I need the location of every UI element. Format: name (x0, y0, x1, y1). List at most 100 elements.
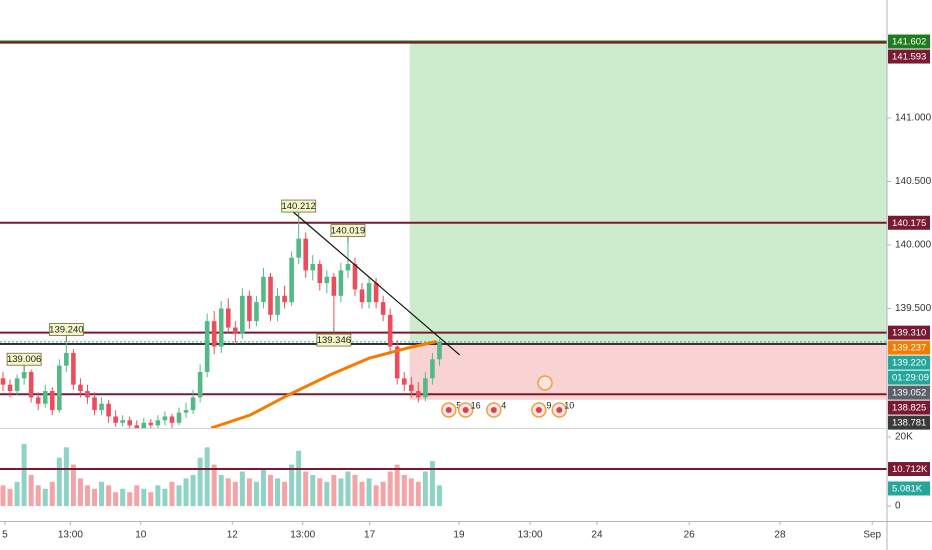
candle-body (7, 384, 13, 392)
volume-bar (28, 474, 34, 507)
volume-bar (338, 478, 344, 507)
volume-bar (296, 450, 302, 507)
volume-bar (387, 471, 393, 507)
volume-bar (99, 481, 105, 507)
countdown-bg (888, 370, 930, 385)
volume-bar (197, 457, 203, 507)
candle-body (42, 391, 48, 404)
x-tick-label: 12 (227, 530, 239, 541)
candle-body (430, 359, 435, 379)
price-label: 140.175 (892, 218, 926, 229)
volume-bar (0, 485, 6, 507)
volume-bar (162, 488, 168, 507)
candle-body (35, 397, 41, 404)
volume-bar (324, 481, 330, 507)
candle-body (218, 308, 224, 347)
candle-body (359, 289, 365, 303)
candle-body (352, 264, 358, 290)
volume-bar (260, 468, 266, 507)
event-icon-dot (556, 407, 563, 413)
event-count: 4 (501, 400, 506, 410)
volume-bar (35, 485, 41, 507)
volume-bar (84, 485, 90, 507)
event-icon-dot (445, 407, 452, 413)
x-tick-label: 28 (774, 530, 786, 541)
volume-bar (120, 488, 126, 507)
candle-body (240, 295, 245, 334)
candle-body (211, 321, 217, 347)
event-count: 10 (564, 400, 574, 410)
x-tick-label: 5 (2, 530, 8, 541)
candle-body (416, 391, 421, 398)
volume-bar (394, 464, 400, 507)
annotation-box (281, 199, 317, 213)
candle-body (296, 238, 301, 258)
candle-body (423, 378, 428, 398)
volume-bar (303, 471, 309, 507)
x-tick-label: 13:00 (518, 530, 543, 541)
volume-bar (134, 485, 140, 507)
candle-body (71, 352, 76, 385)
volume-label-bg (888, 481, 930, 496)
volume-bar (415, 481, 421, 507)
candle-body (28, 371, 34, 398)
candle-body (148, 422, 154, 426)
candle-body (190, 397, 196, 411)
volume-bar (317, 478, 323, 507)
candle-body (289, 257, 294, 303)
event-icon-dot (490, 407, 497, 413)
candle-body (106, 403, 111, 417)
candle-body (21, 371, 27, 379)
volume-bar (345, 471, 351, 507)
candle-body (134, 425, 140, 428)
annotation-label: 139.240 (49, 325, 83, 336)
candle-body (92, 397, 97, 411)
volume-bar (268, 474, 274, 507)
event-count: 9 (546, 400, 551, 410)
volume-bar (218, 474, 224, 507)
price-label-bg (888, 325, 930, 340)
volume-bar (225, 478, 231, 507)
volume-bar (366, 478, 372, 507)
candle-body (437, 341, 442, 360)
x-tick-label: 13:00 (58, 530, 83, 541)
price-label-bg (888, 34, 930, 49)
candle-body (99, 403, 104, 411)
candle-body (64, 352, 69, 366)
x-tick-label: Sep (863, 530, 881, 541)
volume-bar (408, 478, 414, 507)
candle-body (155, 420, 161, 426)
volume-bar (70, 464, 76, 507)
volume-bar (127, 492, 133, 507)
volume-tick-label: 20K (895, 432, 913, 443)
price-label: 139.052 (892, 388, 926, 399)
volume-pane (0, 443, 887, 507)
volume-bar (352, 474, 358, 507)
candle-body (317, 264, 323, 284)
volume-bar (429, 461, 435, 507)
price-label-bg (888, 215, 930, 230)
price-label: 141.602 (892, 37, 926, 48)
countdown-label: 01:29:09 (892, 373, 929, 384)
annotation-label: 139.006 (7, 354, 41, 365)
volume-bar (246, 478, 252, 507)
volume-bar (436, 485, 442, 507)
volume-bar (275, 478, 281, 507)
price-label-bg (888, 400, 930, 415)
event-icon-dot (462, 407, 469, 413)
candle-body (162, 416, 168, 421)
volume-bar (155, 485, 161, 507)
candle-body (85, 391, 90, 398)
volume-bar (14, 481, 20, 507)
volume-bar (141, 488, 147, 507)
price-label-bg (888, 385, 930, 400)
volume-bar (56, 457, 62, 507)
volume-tick-label: 0 (895, 501, 901, 512)
candle-body (303, 238, 309, 271)
volume-label: 5.081K (892, 483, 923, 494)
profit-zone (409, 41, 887, 342)
annotation-box (330, 224, 366, 237)
volume-bar (232, 481, 238, 507)
